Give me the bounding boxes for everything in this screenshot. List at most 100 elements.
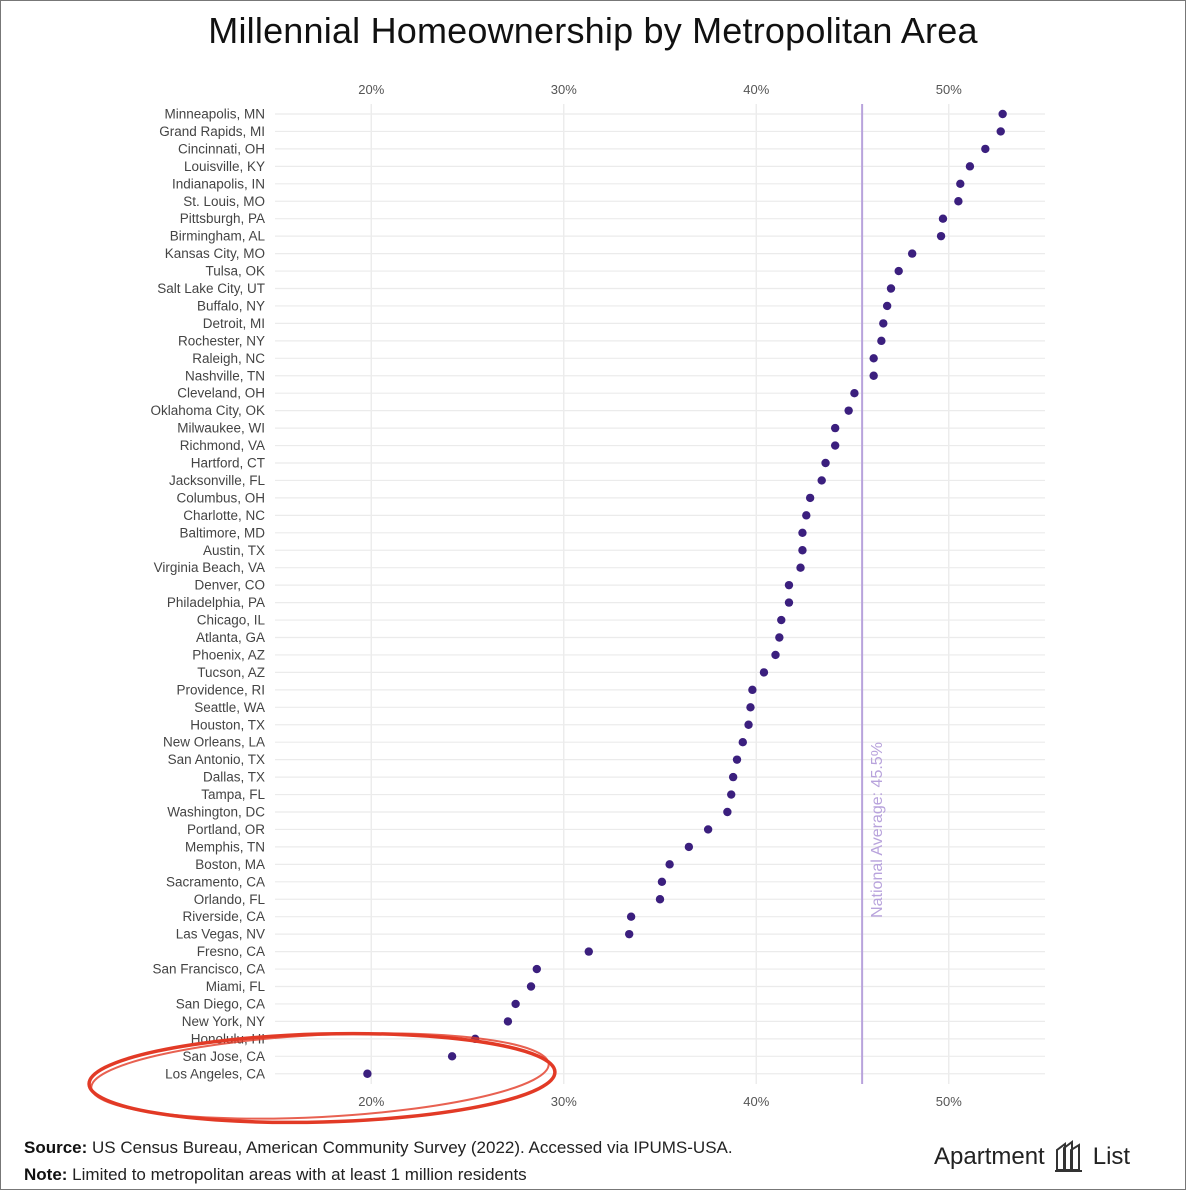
data-point	[584, 947, 593, 956]
category-label: Birmingham, AL	[170, 229, 266, 244]
source-label: Source:	[24, 1138, 88, 1157]
category-label: Milwaukee, WI	[177, 421, 265, 436]
category-label: Columbus, OH	[176, 490, 265, 505]
data-point	[746, 703, 755, 712]
category-label: Houston, TX	[190, 717, 265, 732]
x-tick-label-bottom: 40%	[743, 1094, 769, 1109]
data-point	[777, 615, 786, 625]
brand-word-left: Apartment	[934, 1143, 1045, 1170]
category-label: San Diego, CA	[176, 996, 265, 1011]
data-point	[775, 633, 784, 642]
category-label: Seattle, WA	[194, 700, 265, 715]
data-point	[954, 197, 963, 206]
data-point	[956, 179, 965, 188]
data-point	[798, 546, 807, 555]
category-label: Nashville, TN	[185, 368, 265, 383]
data-point	[802, 511, 811, 520]
x-tick-label-top: 30%	[551, 82, 577, 97]
category-label: Washington, DC	[167, 805, 265, 820]
x-tick-label-bottom: 20%	[358, 1094, 384, 1109]
data-point	[981, 144, 990, 154]
note-line: Note: Limited to metropolitan areas with…	[24, 1165, 527, 1185]
category-label: Chicago, IL	[197, 613, 266, 628]
data-point	[703, 825, 713, 834]
data-point	[655, 895, 665, 904]
category-label: Jacksonville, FL	[169, 473, 266, 488]
dot-plot: 20% 20% 30% 30% 40% 40% 50% 50% National Average…	[87, 82, 1045, 1125]
category-label: Hartford, CT	[191, 456, 265, 471]
category-label: Indianapolis, IN	[172, 176, 265, 191]
category-label: Virginia Beach, VA	[154, 560, 265, 575]
category-label: Orlando, FL	[194, 892, 266, 907]
category-label: Fresno, CA	[197, 944, 265, 959]
data-point	[771, 650, 780, 660]
category-label: Riverside, CA	[182, 909, 265, 924]
data-point	[936, 231, 946, 241]
building-logo-icon	[1054, 1140, 1082, 1172]
national-average-label: National Average: 45.5%	[869, 742, 886, 918]
data-point	[727, 790, 736, 799]
category-label: Miami, FL	[206, 979, 266, 994]
category-label: Grand Rapids, MI	[159, 124, 265, 139]
data-point	[626, 912, 636, 921]
category-label: Philadelphia, PA	[167, 595, 265, 610]
category-label: New York, NY	[182, 1014, 265, 1029]
category-label: Atlanta, GA	[196, 630, 265, 645]
category-label: Tucson, AZ	[197, 665, 265, 680]
data-point	[938, 214, 948, 223]
x-tick-label-top: 20%	[358, 82, 384, 97]
data-point	[996, 127, 1005, 136]
category-label: Minneapolis, MN	[164, 107, 265, 122]
data-point	[784, 598, 794, 607]
data-point	[798, 528, 807, 537]
category-label: Providence, RI	[176, 682, 265, 697]
data-point	[748, 685, 757, 695]
category-label: New Orleans, LA	[163, 735, 265, 750]
source-text: US Census Bureau, American Community Sur…	[87, 1138, 733, 1157]
data-point	[886, 284, 896, 293]
data-point	[363, 1069, 372, 1078]
category-label: Memphis, TN	[185, 839, 265, 854]
data-point	[869, 371, 878, 380]
data-point	[759, 668, 769, 677]
data-point	[817, 476, 826, 485]
category-label: Las Vegas, NV	[176, 927, 265, 942]
data-point	[796, 563, 805, 572]
category-label: San Antonio, TX	[168, 752, 265, 767]
category-label: Sacramento, CA	[166, 874, 265, 889]
data-point	[998, 109, 1007, 119]
category-label: San Francisco, CA	[152, 962, 265, 977]
data-point	[879, 319, 888, 328]
category-label: Austin, TX	[203, 543, 265, 558]
data-point	[738, 738, 747, 747]
category-label: St. Louis, MO	[183, 194, 265, 209]
category-label: Detroit, MI	[203, 316, 265, 331]
data-point	[665, 860, 674, 869]
data-point	[732, 755, 742, 764]
data-point	[744, 720, 753, 729]
category-label: Salt Lake City, UT	[157, 281, 265, 296]
category-label: Boston, MA	[195, 857, 265, 872]
chart-title: Millennial Homeownership by Metropolitan…	[208, 10, 978, 51]
brand-word-right: List	[1092, 1143, 1131, 1170]
data-point	[805, 493, 815, 503]
category-label: Baltimore, MD	[179, 525, 265, 540]
data-point	[821, 458, 830, 468]
note-label: Note:	[24, 1165, 68, 1184]
data-point	[447, 1052, 457, 1061]
category-label: Pittsburgh, PA	[180, 211, 265, 226]
category-label: Buffalo, NY	[197, 298, 265, 313]
category-label: Cleveland, OH	[177, 386, 265, 401]
data-point	[965, 162, 975, 171]
category-label: Portland, OR	[187, 822, 265, 837]
data-point	[830, 423, 840, 433]
category-label: Charlotte, NC	[183, 508, 265, 523]
note-text: Limited to metropolitan areas with at le…	[67, 1165, 527, 1184]
data-point	[869, 354, 878, 363]
x-tick-label-top: 50%	[936, 82, 962, 97]
x-tick-label-top: 40%	[743, 82, 769, 97]
data-point	[657, 877, 667, 886]
category-label: Los Angeles, CA	[165, 1066, 265, 1081]
data-point	[850, 389, 859, 398]
category-label: Tampa, FL	[201, 787, 265, 802]
